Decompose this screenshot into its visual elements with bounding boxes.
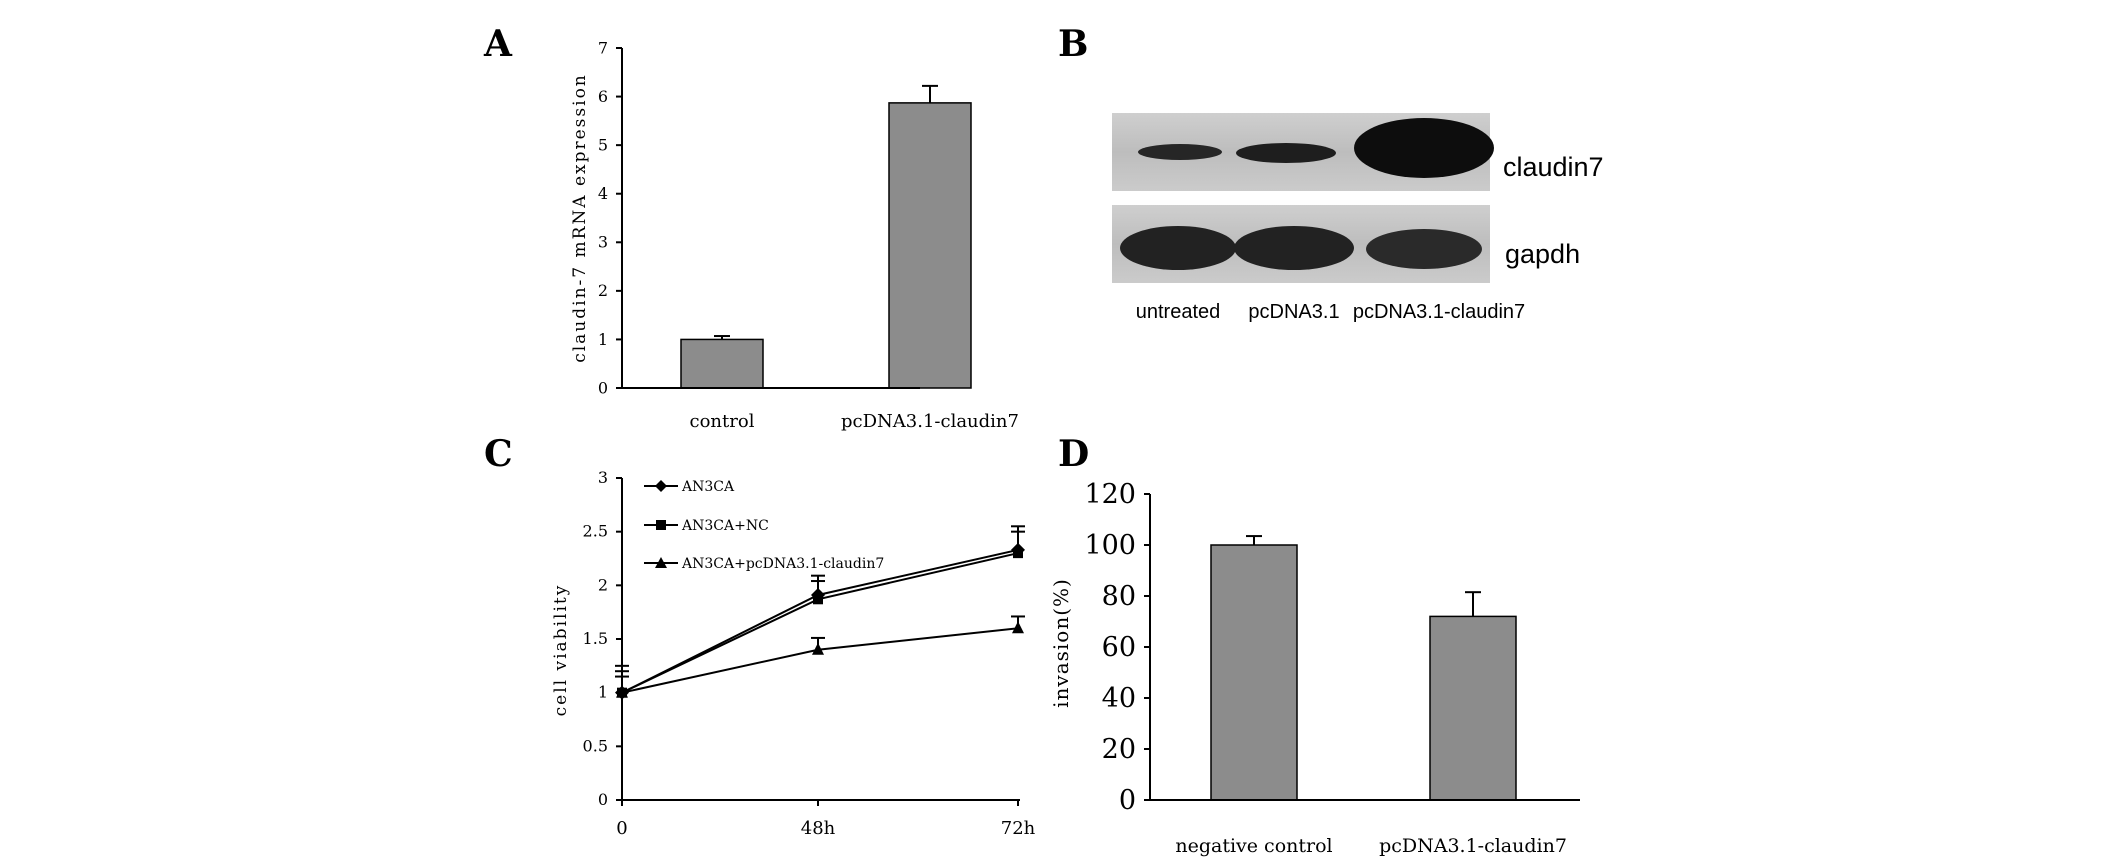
lane-label-pcdna31-claudin7: pcDNA3.1-claudin7 bbox=[1353, 301, 1525, 323]
panel-d-y-tick-label: 120 bbox=[1084, 479, 1136, 510]
panel-d-y-axis-label: invasion(%) bbox=[1049, 578, 1073, 708]
panel-a-y-tick-label: 3 bbox=[598, 233, 608, 252]
panel-a-y-tick-label: 4 bbox=[598, 184, 608, 203]
legend-marker-square bbox=[656, 520, 666, 530]
panel-c-point-square bbox=[813, 594, 823, 605]
band-gapdh-untreated bbox=[1120, 226, 1236, 270]
panel-a-y-tick-label: 2 bbox=[598, 281, 608, 300]
lane-label-pcdna31: pcDNA3.1 bbox=[1248, 301, 1339, 323]
panel-a-y-axis-label: claudin-7 mRNA expression bbox=[570, 73, 590, 363]
lane-label-untreated: untreated bbox=[1136, 301, 1221, 323]
panel-d-y-tick-label: 80 bbox=[1102, 581, 1136, 612]
panel-c-legend: AN3CA AN3CA+NC AN3CA+pcDNA3.1-claudin7 bbox=[644, 479, 884, 572]
panel-a-y-tick-label: 5 bbox=[598, 135, 608, 154]
legend-marker-diamond bbox=[655, 480, 667, 492]
panel-c-y-tick-label: 3 bbox=[598, 468, 608, 487]
panel-label-b: B bbox=[1058, 23, 1088, 65]
panel-c-y-tick-label: 2.5 bbox=[583, 522, 608, 541]
panel-c-point-square bbox=[1013, 548, 1023, 559]
legend-marker-triangle bbox=[655, 557, 667, 568]
band-label-claudin7: claudin7 bbox=[1503, 152, 1604, 182]
legend-entry-an3ca-nc: AN3CA+NC bbox=[681, 518, 769, 534]
panel-d-y-tick-label: 100 bbox=[1084, 530, 1136, 561]
panel-a-chart: 0 1 2 3 4 5 6 7 claudin-7 mRNA expression contr… bbox=[570, 38, 1019, 432]
panel-a-y-tick-label: 0 bbox=[598, 378, 608, 397]
panel-label-a: A bbox=[483, 23, 513, 65]
panel-c-y-tick-label: 0.5 bbox=[583, 736, 608, 755]
panel-d-y-tick-label: 40 bbox=[1102, 683, 1136, 714]
panel-d-y-tick-label: 60 bbox=[1102, 632, 1136, 663]
panel-c-chart: 0 0.5 1 1.5 2 2.5 3 cell viability 0 48h 72h A… bbox=[551, 468, 1036, 839]
band-label-gapdh: gapdh bbox=[1505, 239, 1580, 269]
panel-label-d: D bbox=[1058, 433, 1089, 475]
panel-d-y-tick-label: 0 bbox=[1119, 785, 1136, 816]
panel-d-y-tick-label: 20 bbox=[1102, 734, 1136, 765]
panel-c-point-triangle bbox=[1012, 621, 1024, 634]
legend-entry-an3ca-claudin7: AN3CA+pcDNA3.1-claudin7 bbox=[681, 556, 884, 572]
panel-a-bar-0 bbox=[680, 338, 764, 389]
panel-a-y-tick-label: 1 bbox=[598, 330, 608, 349]
panel-c-x-tick-0: 0 bbox=[616, 818, 627, 839]
band-claudin7-pcdna31 bbox=[1236, 143, 1336, 163]
panel-c-y-tick-label: 0 bbox=[598, 790, 608, 809]
panel-a-category-label-claudin7: pcDNA3.1-claudin7 bbox=[841, 411, 1019, 432]
panel-c-x-tick-72h: 72h bbox=[1001, 818, 1036, 839]
panel-d-category-label-claudin7: pcDNA3.1-claudin7 bbox=[1379, 835, 1567, 857]
panel-label-c: C bbox=[484, 433, 513, 475]
panel-c-x-tick-48h: 48h bbox=[801, 818, 836, 839]
legend-entry-an3ca: AN3CA bbox=[681, 479, 735, 495]
panel-c-y-axis-label: cell viability bbox=[551, 584, 571, 717]
panel-c-series-line-1 bbox=[621, 552, 1019, 694]
panel-d-bar-1 bbox=[1429, 615, 1517, 801]
panel-c-y-tick-label: 2 bbox=[598, 575, 608, 594]
band-claudin7-untreated bbox=[1138, 144, 1222, 160]
panel-d-category-label-negative-control: negative control bbox=[1175, 835, 1332, 857]
panel-a-bar-1 bbox=[888, 102, 972, 389]
panel-c-y-tick-label: 1 bbox=[598, 683, 608, 702]
panel-a-y-tick-label: 6 bbox=[598, 87, 608, 106]
panel-d-bar-0 bbox=[1210, 544, 1298, 801]
panel-a-y-tick-label: 7 bbox=[598, 38, 608, 57]
band-claudin7-pcdna31-claudin7 bbox=[1354, 118, 1494, 178]
band-gapdh-pcdna31 bbox=[1234, 226, 1354, 270]
panel-c-y-tick-label: 1.5 bbox=[583, 629, 608, 648]
panel-b-western-blot: claudin7 gapdh untreated pcDNA3.1 pcDNA3… bbox=[1112, 113, 1604, 323]
panel-d-chart: 0 20 40 60 80 100 120 invasion(%) negative con… bbox=[1049, 479, 1580, 857]
band-gapdh-pcdna31-claudin7 bbox=[1366, 229, 1482, 269]
panel-c-point-triangle bbox=[812, 642, 824, 655]
panel-a-category-label-control: control bbox=[690, 411, 755, 432]
